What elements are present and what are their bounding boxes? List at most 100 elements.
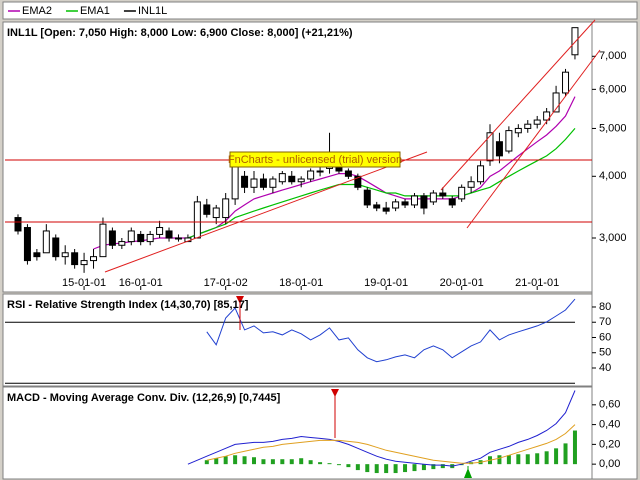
ema-line: [187, 128, 576, 239]
histogram-bar: [261, 459, 266, 465]
candle-body: [165, 230, 173, 239]
y-tick-label: 4,000: [599, 170, 627, 182]
candle-body: [80, 260, 88, 266]
histogram-bar: [299, 458, 304, 465]
histogram-bar: [346, 464, 351, 468]
candle-body: [108, 230, 116, 246]
histogram-bar: [421, 464, 426, 471]
macd-line: [187, 390, 576, 467]
candle-body: [42, 230, 50, 254]
trend-line: [440, 19, 596, 191]
candle-body: [33, 252, 41, 258]
histogram-bar: [572, 430, 577, 465]
y-tick-label: 5,000: [599, 122, 627, 134]
candle-body: [90, 256, 98, 262]
macd-panel: [2, 386, 593, 480]
candle-body: [156, 227, 164, 235]
candle-body: [571, 27, 579, 56]
price-title: INL1L [Open: 7,050 High: 8,000 Low: 6,90…: [7, 27, 353, 39]
candle-body: [448, 198, 456, 206]
histogram-bar: [403, 464, 408, 473]
histogram-bar: [535, 453, 540, 465]
y-tick-label: 0,40: [599, 418, 620, 430]
histogram-bar: [412, 464, 417, 472]
candle-body: [250, 178, 258, 188]
candle-body: [410, 195, 418, 206]
y-tick-label: 6,000: [599, 83, 627, 95]
candle-body: [429, 192, 437, 203]
candle-body: [439, 192, 447, 197]
candle-body: [14, 217, 22, 232]
x-tick-label: 18-01-01: [279, 277, 323, 289]
candle-body: [52, 237, 60, 258]
y-tick-label: 0,00: [599, 458, 620, 470]
histogram-bar: [506, 455, 511, 465]
y-tick-label: 50: [599, 347, 611, 359]
candle-body: [543, 111, 551, 121]
histogram-bar: [365, 464, 370, 473]
candle-body: [174, 237, 182, 240]
histogram-bar: [204, 460, 209, 465]
histogram-bar: [318, 462, 323, 465]
candle-body: [458, 186, 466, 200]
candle-body: [212, 207, 220, 219]
candle-body: [392, 201, 400, 209]
trend-line: [466, 49, 601, 229]
y-tick-label: 3,000: [599, 232, 627, 244]
x-tick-label: 19-01-01: [364, 277, 408, 289]
candle-body: [524, 123, 532, 129]
y-tick-label: 60: [599, 331, 611, 343]
histogram-bar: [525, 454, 530, 465]
candle-body: [118, 241, 126, 246]
candle-body: [231, 165, 239, 200]
candle-body: [382, 207, 390, 212]
y-tick-label: 7,000: [599, 50, 627, 62]
candle-body: [533, 119, 541, 125]
candle-body: [363, 189, 371, 206]
histogram-bar: [289, 459, 294, 465]
signal-arrow: [464, 468, 472, 478]
candle-body: [269, 178, 277, 188]
histogram-bar: [270, 459, 275, 465]
y-tick-label: 0,20: [599, 438, 620, 450]
legend-bar: [2, 1, 638, 20]
y-tick-label: 40: [599, 362, 611, 374]
candle-body: [552, 92, 560, 113]
candle-body: [99, 223, 107, 258]
histogram-bar: [384, 464, 389, 474]
histogram-bar: [554, 448, 559, 465]
histogram-bar: [393, 464, 398, 474]
legend-label: INL1L: [138, 5, 167, 17]
histogram-bar: [516, 454, 521, 465]
x-tick-label: 15-01-01: [62, 277, 106, 289]
rsi-title: RSI - Relative Strength Index (14,30,70)…: [7, 299, 249, 311]
candle-body: [401, 201, 409, 206]
candle-body: [316, 170, 324, 173]
candle-body: [278, 173, 286, 183]
rsi-line: [206, 298, 576, 363]
candle-body: [241, 175, 249, 188]
histogram-bar: [252, 457, 256, 465]
candle-body: [477, 165, 485, 183]
macd-line: [206, 424, 576, 464]
candle-body: [193, 201, 201, 239]
candle-body: [203, 204, 211, 215]
histogram-bar: [233, 455, 238, 465]
candle-body: [137, 233, 145, 243]
candle-body: [288, 175, 296, 183]
candle-body: [344, 170, 352, 177]
watermark: FnCharts - unlicensed (trial) version: [228, 154, 402, 166]
histogram-bar: [374, 464, 379, 474]
candle-body: [307, 170, 315, 180]
candle-body: [297, 178, 305, 183]
ema-line: [93, 96, 576, 250]
candle-body: [505, 130, 513, 152]
watermark-box: [229, 151, 401, 168]
y-tick-label: 70: [599, 316, 611, 328]
histogram-bar: [563, 443, 568, 465]
candle-body: [23, 227, 31, 262]
candle-body: [514, 127, 522, 134]
candle-body: [495, 141, 503, 157]
candle-body: [467, 181, 475, 188]
